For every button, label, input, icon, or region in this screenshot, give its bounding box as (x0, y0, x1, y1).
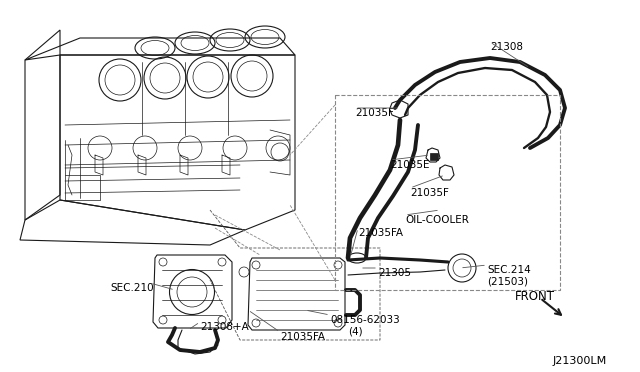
Text: 08156-62033: 08156-62033 (330, 315, 400, 325)
Text: SEC.214: SEC.214 (487, 265, 531, 275)
Text: 21035F: 21035F (355, 108, 394, 118)
Text: 21035F: 21035F (410, 188, 449, 198)
Text: OIL-COOLER: OIL-COOLER (405, 215, 469, 225)
Text: J21300LM: J21300LM (553, 356, 607, 366)
Text: (21503): (21503) (487, 276, 528, 286)
Text: SEC.210: SEC.210 (110, 283, 154, 293)
Text: 21308: 21308 (490, 42, 523, 52)
Text: 21305: 21305 (378, 268, 411, 278)
Text: 21035E: 21035E (390, 160, 429, 170)
Text: 21035FA: 21035FA (280, 332, 325, 342)
Text: FRONT: FRONT (515, 290, 555, 303)
Text: 21308+A: 21308+A (200, 322, 249, 332)
Text: (4): (4) (348, 326, 363, 336)
Polygon shape (430, 153, 438, 160)
Text: 21035FA: 21035FA (358, 228, 403, 238)
